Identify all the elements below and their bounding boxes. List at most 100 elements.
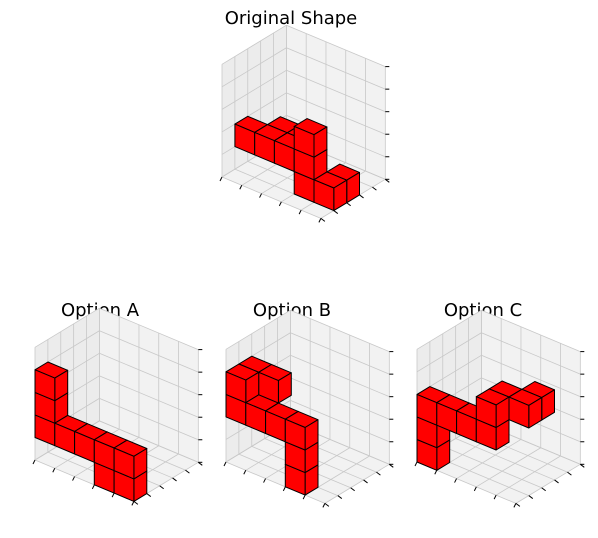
tick <box>278 201 282 207</box>
grid-line <box>99 397 199 441</box>
grid-line <box>442 445 542 489</box>
grid-line <box>221 47 287 88</box>
tick <box>185 469 190 474</box>
grid-line <box>290 354 390 398</box>
grid-line <box>34 307 100 348</box>
grid-line <box>481 354 581 398</box>
tick <box>541 487 546 492</box>
original-ticks <box>219 66 390 223</box>
tick <box>333 210 339 214</box>
grid-line <box>99 307 199 350</box>
grid-line <box>225 461 326 504</box>
grid-line <box>290 309 390 352</box>
tick <box>318 218 322 223</box>
grid-line <box>225 309 291 350</box>
grid-line <box>324 463 390 504</box>
tick <box>579 463 585 468</box>
tick <box>454 478 458 483</box>
tick <box>133 500 139 505</box>
cube <box>475 388 510 428</box>
tick <box>32 459 36 465</box>
grid-line <box>495 455 561 496</box>
option-a-axes <box>32 307 203 506</box>
tick <box>298 209 302 215</box>
option-c-axes <box>414 309 585 508</box>
tick <box>72 476 76 481</box>
tick <box>223 461 227 467</box>
grid-line <box>286 69 386 113</box>
original-shape-axes <box>219 24 390 223</box>
floor-pane <box>417 422 581 504</box>
grid-line <box>481 332 581 375</box>
option-b-axes <box>223 309 394 508</box>
tick <box>434 470 438 475</box>
grid-line <box>286 47 386 90</box>
tick <box>513 503 517 508</box>
grid-line <box>99 420 199 463</box>
grid-line <box>99 375 199 418</box>
cube-front-face <box>113 447 135 480</box>
grid-line <box>290 377 390 420</box>
tick <box>259 193 263 198</box>
tick <box>473 486 477 492</box>
tick <box>243 470 247 475</box>
cube <box>508 388 543 429</box>
grid-line <box>515 463 581 504</box>
tick <box>359 194 364 199</box>
option-b-ticks <box>223 351 394 508</box>
option-a-ticks <box>32 349 203 506</box>
grid-line <box>221 92 287 133</box>
grid-line <box>286 92 386 135</box>
tick <box>320 217 326 222</box>
cube-front-face <box>225 371 247 404</box>
tick <box>376 471 381 476</box>
original-shape-title: Original Shape <box>224 8 358 29</box>
tick <box>515 502 521 507</box>
cube <box>113 439 148 480</box>
tick <box>322 503 326 508</box>
tick <box>337 495 343 499</box>
tick <box>131 501 135 506</box>
tick <box>111 492 115 498</box>
cube <box>34 361 69 402</box>
grid-line <box>455 438 555 481</box>
grid-line <box>286 24 386 67</box>
cube-front-face <box>34 369 56 402</box>
tick <box>159 485 164 490</box>
tick <box>350 487 355 492</box>
tick <box>388 463 394 468</box>
cube-front-face <box>475 396 497 428</box>
grid-line <box>481 309 581 352</box>
tick <box>528 495 534 499</box>
cube-front-face <box>313 179 335 212</box>
tick <box>198 461 203 466</box>
tick <box>324 502 330 507</box>
grid-line <box>290 399 390 443</box>
option-c-ticks <box>414 351 585 508</box>
tick <box>239 185 243 190</box>
grid-line <box>221 176 322 219</box>
tick <box>263 478 267 483</box>
tick <box>172 477 177 482</box>
tick <box>302 494 306 500</box>
grid-line <box>416 332 482 373</box>
tick <box>146 493 152 497</box>
cube-front-face <box>293 125 315 158</box>
grid-line <box>221 69 287 110</box>
grid-line <box>476 447 541 488</box>
cube <box>284 410 319 451</box>
tick <box>91 484 95 490</box>
cube-front-face <box>284 418 306 451</box>
grid-line <box>99 330 199 373</box>
back-pane <box>99 308 199 463</box>
cube <box>225 363 260 404</box>
cube <box>313 171 348 212</box>
grid-line <box>456 439 522 479</box>
tick <box>567 471 572 476</box>
grid-line <box>290 332 390 375</box>
tick <box>414 461 418 467</box>
grid-line <box>99 352 199 396</box>
grid-line <box>416 309 482 350</box>
